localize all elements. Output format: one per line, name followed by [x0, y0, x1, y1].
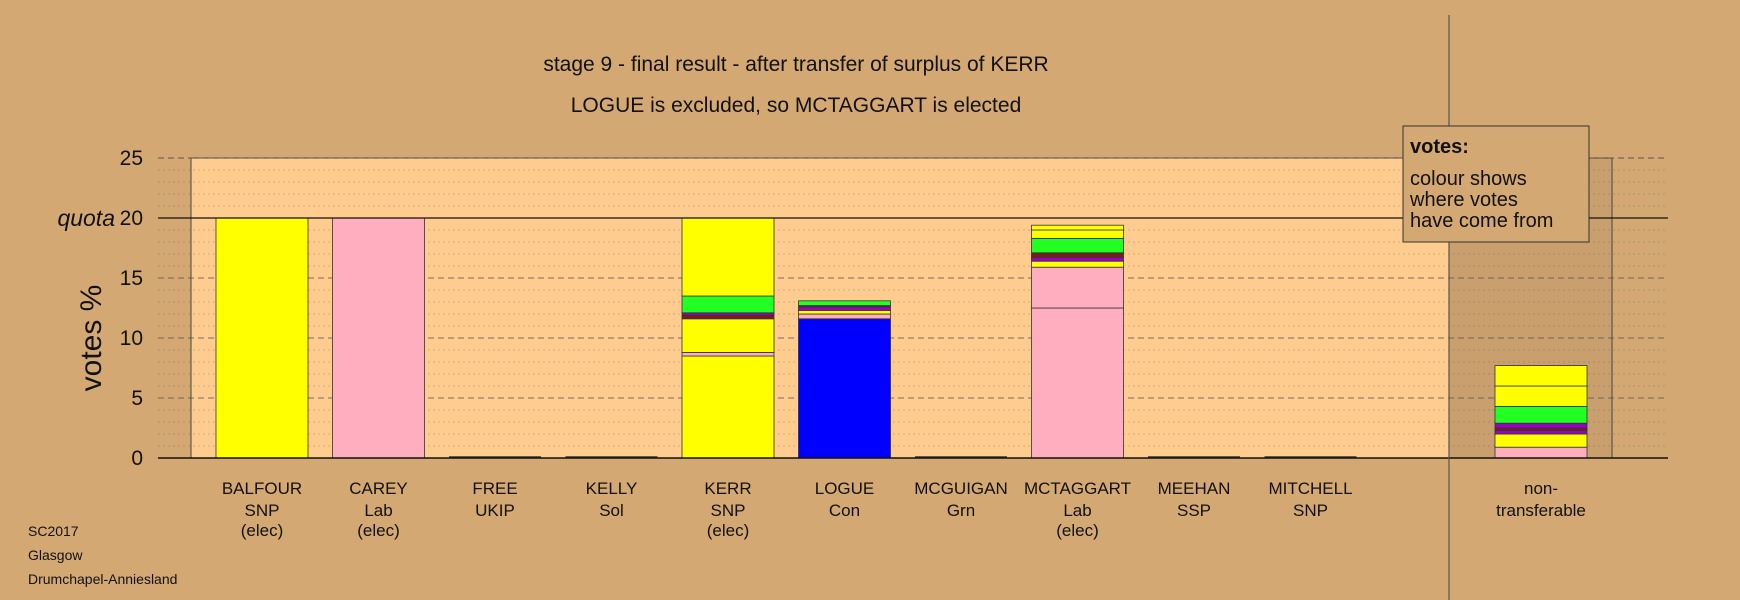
bar-carey-segment — [332, 217, 425, 459]
bar-kerr-segment — [681, 318, 775, 353]
footer-ward: Drumchapel-Anniesland — [28, 571, 177, 587]
bar-balfour-segment — [215, 217, 309, 459]
candidate-name: MITCHELL — [1268, 479, 1352, 498]
x-tick-labels: BALFOURSNP(elec)CAREYLab(elec)FREEUKIPKE… — [222, 479, 1586, 540]
bar-kerr-segment — [681, 217, 775, 297]
candidate-name: BALFOUR — [222, 479, 302, 498]
candidate-name: MEEHAN — [1158, 479, 1231, 498]
y-tick-label: 25 — [120, 147, 143, 170]
y-tick-label: 10 — [120, 327, 143, 350]
y-tick-label: 20 — [120, 207, 143, 230]
bar-mctaggart-segment — [1031, 260, 1124, 268]
bar-nontransferable-segment — [1494, 422, 1588, 429]
bar-mctaggart-segment — [1031, 229, 1124, 239]
y-axis-label: votes % — [75, 285, 108, 392]
bar-kerr-segment — [681, 355, 775, 459]
chart-title: stage 9 - final result - after transfer … — [543, 53, 1048, 76]
bar-mctaggart-segment — [1031, 224, 1124, 231]
bar-kerr-segment — [681, 314, 775, 320]
bar-kerr-segment — [681, 351, 775, 357]
bar-nontransferable-segment — [1494, 446, 1588, 459]
bar-nontransferable-segment — [1494, 385, 1588, 407]
footer-election: SC2017 — [28, 523, 79, 539]
candidate-party: Con — [829, 501, 860, 520]
bar-mctaggart-segment — [1031, 257, 1124, 262]
candidate-name: FREE — [472, 479, 517, 498]
bar-logue-segment — [798, 318, 891, 459]
bar-mctaggart-segment — [1031, 307, 1124, 459]
bar-nontransferable-segment — [1494, 433, 1588, 448]
bar-nontransferable-segment — [1494, 365, 1588, 387]
bar-mctaggart-segment — [1031, 266, 1124, 309]
candidate-name: MCGUIGAN — [914, 479, 1008, 498]
legend-line-1: colour shows — [1410, 168, 1527, 190]
chart-subtitle: LOGUE is excluded, so MCTAGGART is elect… — [571, 94, 1022, 117]
candidate-party: Lab — [1063, 501, 1091, 520]
bars — [215, 217, 1588, 459]
legend-title: votes: — [1410, 136, 1469, 158]
candidate-party: SNP — [245, 501, 280, 520]
candidate-party: SNP — [711, 501, 746, 520]
bar-mctaggart-segment — [1031, 252, 1124, 259]
bar-nontransferable-segment — [1494, 429, 1588, 435]
nontransferable-label: non- — [1524, 479, 1558, 498]
candidate-party: UKIP — [475, 501, 515, 520]
bar-nontransferable-segment — [1494, 405, 1588, 424]
candidate-name: LOGUE — [815, 479, 875, 498]
footer-council: Glasgow — [28, 547, 83, 563]
y-tick-label: 15 — [120, 267, 143, 290]
y-tick-label: 5 — [131, 387, 143, 410]
candidate-status: (elec) — [707, 521, 750, 540]
bar-logue-segment — [798, 313, 891, 320]
candidate-name: KELLY — [586, 479, 638, 498]
candidate-status: (elec) — [241, 521, 284, 540]
bar-kerr-segment — [681, 295, 775, 314]
legend: votes: colour shows where votes have com… — [1402, 125, 1590, 243]
bar-mctaggart-segment — [1031, 237, 1124, 254]
candidate-status: (elec) — [357, 521, 400, 540]
candidate-party: Sol — [599, 501, 624, 520]
bar-logue-segment — [798, 300, 891, 306]
y-tick-labels: 0 5 10 15 20 25 — [120, 147, 143, 470]
candidate-party: Grn — [947, 501, 975, 520]
legend-line-2: where votes — [1409, 189, 1518, 211]
candidate-name: CAREY — [349, 479, 408, 498]
quota-label: quota — [57, 205, 115, 231]
bar-logue-segment — [798, 306, 891, 311]
candidate-party: Lab — [364, 501, 392, 520]
candidate-name: MCTAGGART — [1024, 479, 1131, 498]
legend-box — [1402, 125, 1590, 243]
legend-line-3: have come from — [1410, 210, 1553, 232]
candidate-name: KERR — [704, 479, 751, 498]
bar-logue-segment — [798, 309, 891, 315]
y-tick-label: 0 — [131, 447, 143, 470]
candidate-status: (elec) — [1056, 521, 1099, 540]
nontransferable-label: transferable — [1496, 501, 1586, 520]
candidate-party: SNP — [1293, 501, 1328, 520]
candidate-party: SSP — [1177, 501, 1211, 520]
